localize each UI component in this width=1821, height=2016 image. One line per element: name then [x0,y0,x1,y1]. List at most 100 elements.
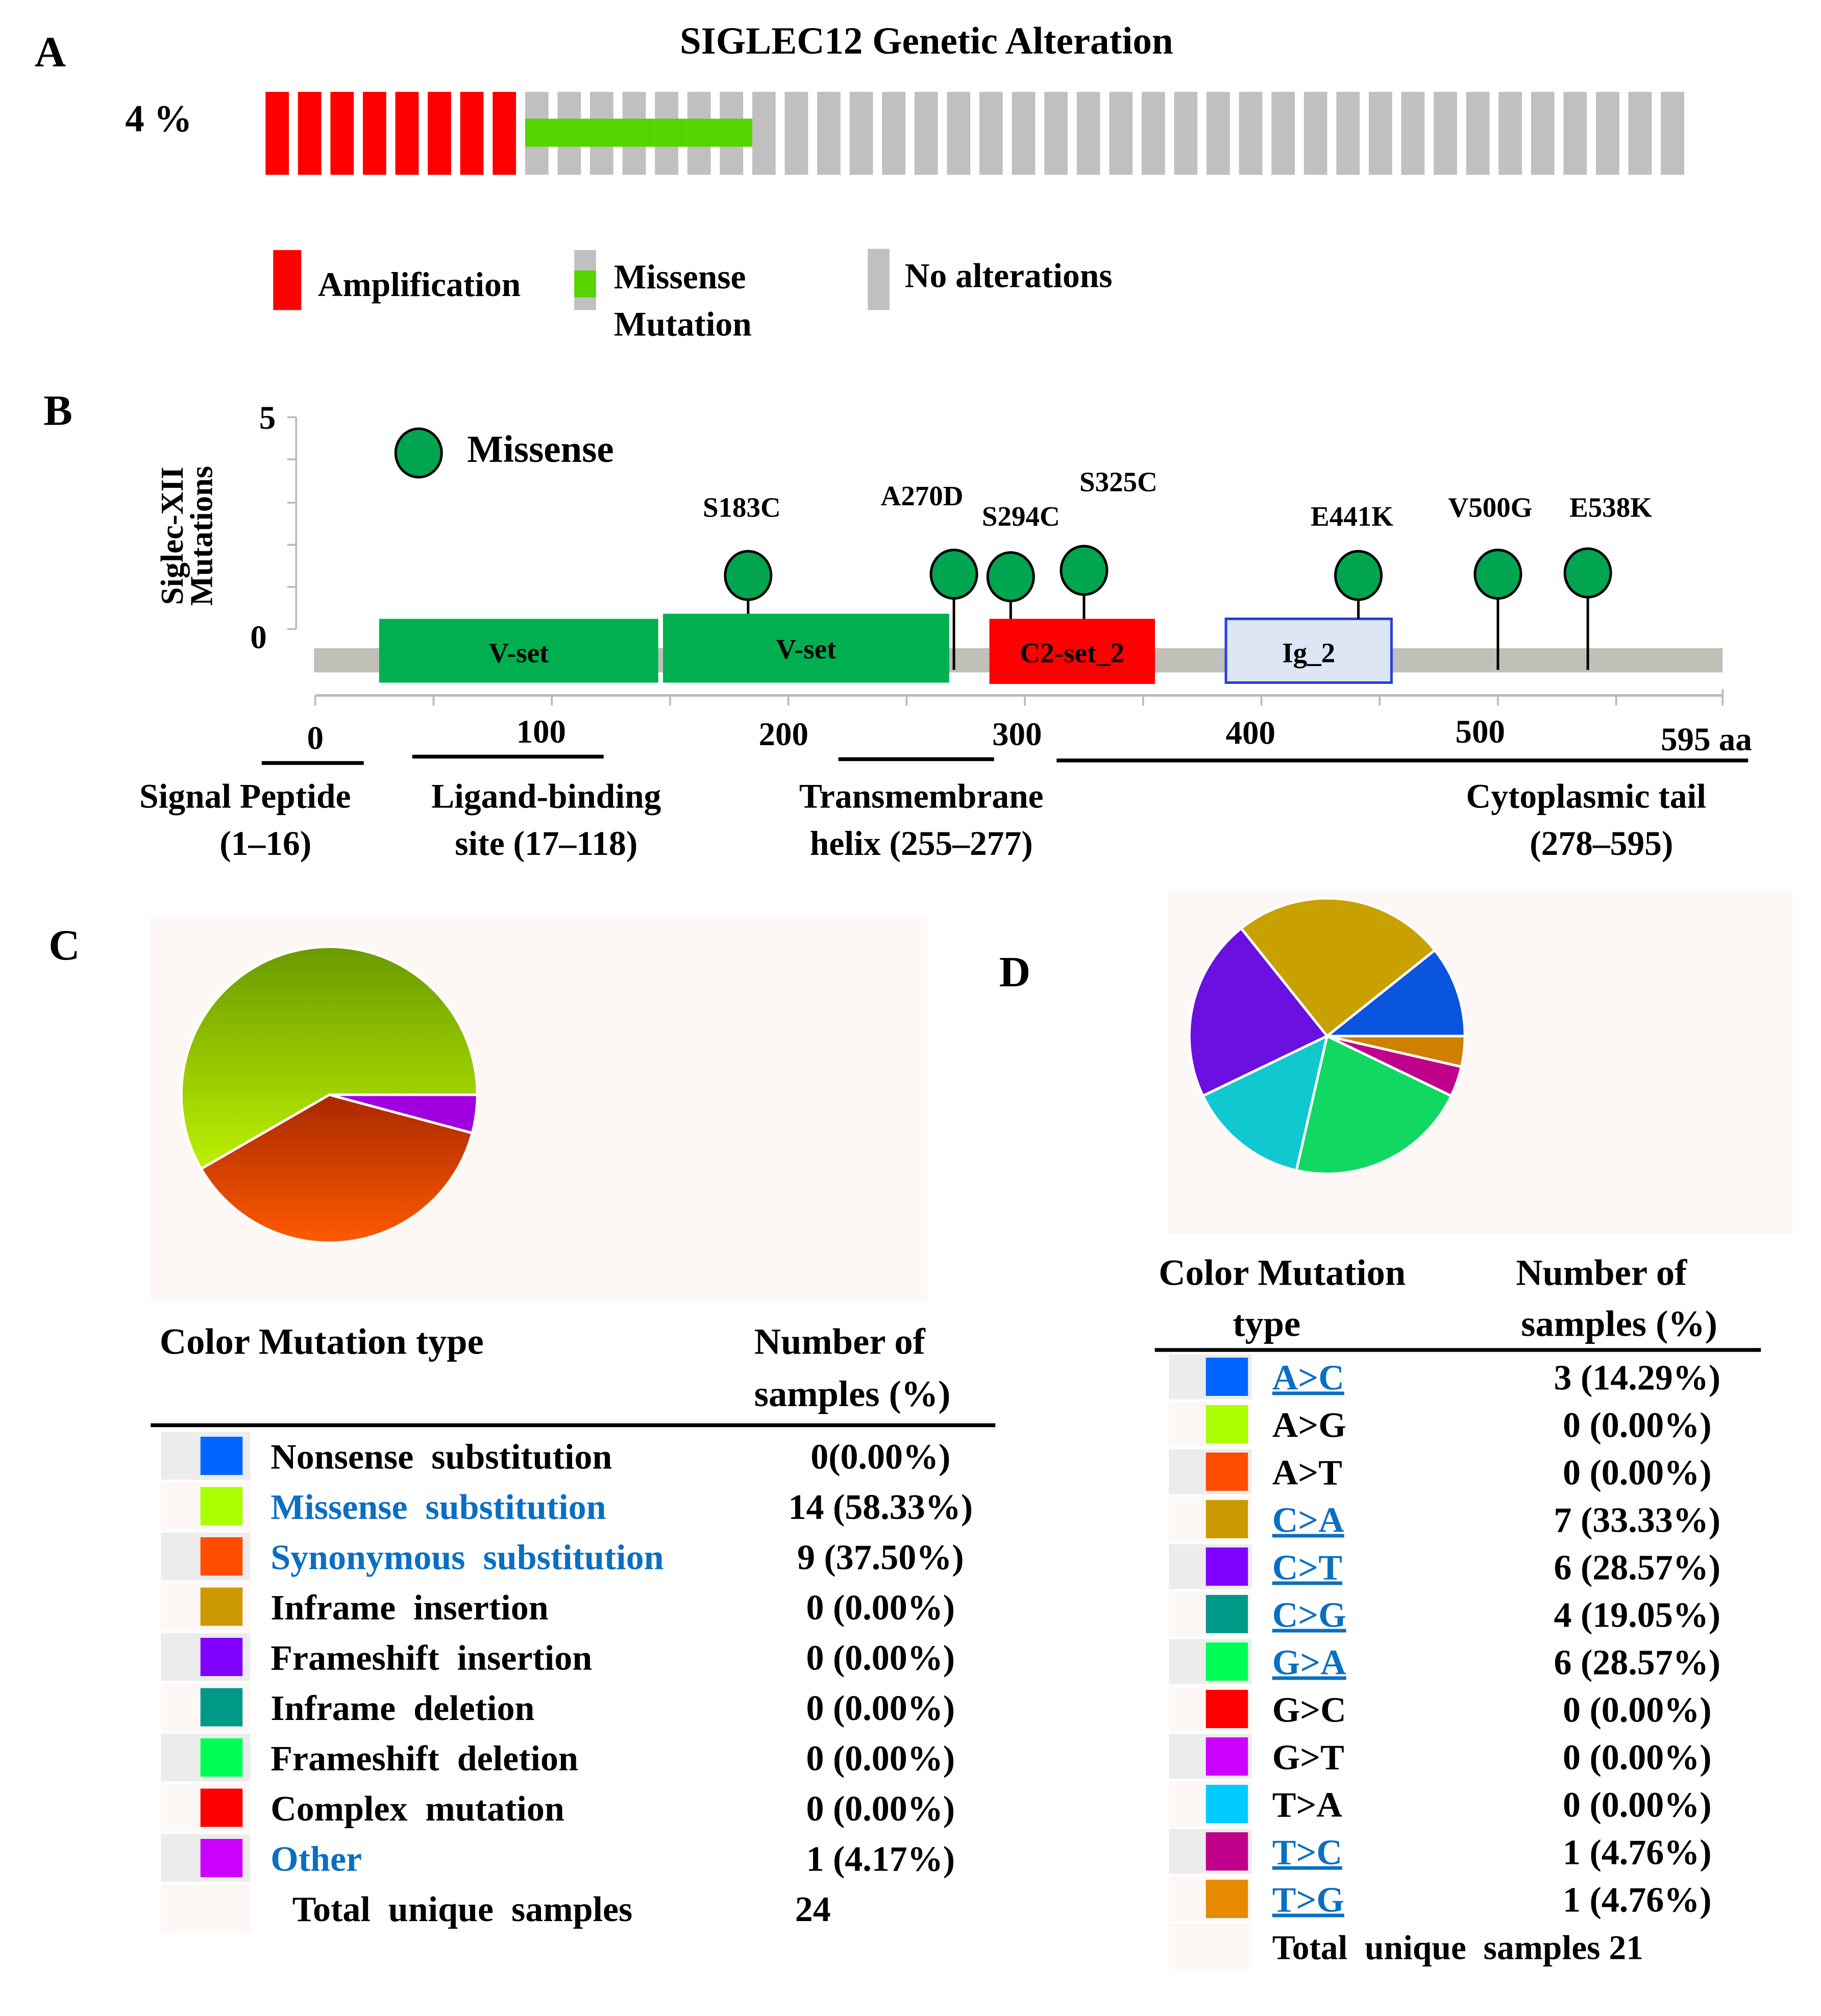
lollipop-head [929,549,978,600]
mutation-type-link[interactable]: G>A [1272,1643,1346,1683]
sample-bar [1174,92,1198,175]
mutation-type-link[interactable]: T>G [1272,1881,1344,1920]
panel-b: 5 0 Siglec-XII Mutations Missense V-set V… [139,400,1752,863]
x-tick-500: 500 [1456,714,1506,750]
table-row: A>T 0 (0.00%) [1169,1449,1712,1494]
legend-missense-label-2: Mutation [614,305,752,343]
missense-legend-icon [394,427,443,479]
sample-bar [1596,92,1619,175]
pie-slice-g-a [1295,1034,1453,1175]
missense-mark [557,118,590,147]
mutation-type-label: Nonsense substitution [270,1438,612,1477]
table-row: Inframe deletion 0 (0.00%) [161,1683,955,1731]
color-swatch [200,1788,243,1827]
color-swatch [1205,1595,1248,1633]
table-d-header-num: Number of [1516,1252,1687,1293]
color-swatch [200,1537,243,1576]
oncoprint-bars [265,92,1684,175]
missense-legend-label: Missense [467,428,613,471]
sample-count: 0 (0.00%) [806,1739,955,1779]
legend-none-label: No alterations [905,257,1113,295]
panel-c: Color Mutation type Number of samples (%… [151,916,996,1933]
region-transmembrane-range: helix (255–277) [810,824,1033,863]
region-ligand-binding: Ligand-binding [431,777,661,816]
table-row: A>C 3 (14.29%) [1169,1354,1720,1399]
domain-label: V-set [776,633,836,665]
sample-count: 0 (0.00%) [806,1689,955,1728]
mutation-type-label: G>C [1272,1691,1346,1730]
missense-mark [622,118,655,147]
lollipop-head [724,550,773,601]
row-cell-bg [1169,1923,1252,1970]
sample-bar [1498,92,1522,175]
mutation-type-link[interactable]: Missense substitution [270,1488,606,1527]
domain-c2-set-2 [989,619,1155,684]
mutation-type-link[interactable]: T>C [1272,1833,1342,1873]
domain-v-set [379,619,658,683]
color-swatch [200,1638,243,1676]
mutation-type-label: Inframe deletion [270,1689,534,1728]
y-axis-title-2: Mutations [183,466,219,606]
sample-count: 0 (0.00%) [806,1639,955,1678]
domain-label: V-set [488,637,549,669]
mutation-type-link[interactable]: A>C [1272,1359,1344,1398]
missense-mark [525,118,558,147]
mutation-type-link[interactable]: C>T [1272,1548,1342,1588]
mutation-type-link[interactable]: Synonymous substitution [270,1538,663,1578]
y-tick-0: 0 [250,619,267,656]
sample-bar [1076,92,1100,175]
table-row: Frameshift insertion 0 (0.00%) [161,1633,955,1681]
mutation-type-link[interactable]: C>A [1272,1501,1344,1540]
color-swatch [1205,1690,1248,1728]
x-tick-200: 200 [759,716,809,753]
domain-label: Ig_2 [1282,637,1335,669]
pie-slice-missense-substitution [180,945,479,1171]
sample-bar [1012,92,1036,175]
table-row: Synonymous substitution 9 (37.50%) [161,1532,964,1581]
color-swatch [1205,1737,1248,1776]
color-swatch [200,1738,243,1777]
sample-bar [1434,92,1457,175]
color-swatch [1205,1405,1248,1443]
pie-slice-c-a [1239,897,1437,1038]
color-swatch [1205,1358,1248,1396]
sample-bar [1563,92,1587,175]
legend-none-swatch [868,249,890,310]
sample-bar [1239,92,1263,175]
legend-missense-swatch-fill [574,271,596,298]
color-swatch [200,1587,243,1626]
alteration-legend: Amplification Missense Mutation No alter… [273,249,1113,343]
mutation-label: S325C [1079,466,1158,498]
domain-v-set [663,613,949,683]
sample-bar [849,92,873,175]
sample-count: 4 (19.05%) [1554,1596,1720,1635]
sample-count: 0 (0.00%) [806,1588,955,1628]
mutation-type-label: G>T [1272,1738,1344,1778]
missense-mark [655,118,687,147]
panel-label-a: A [35,28,66,76]
mutation-label: V500G [1448,492,1532,523]
color-swatch [1205,1880,1248,1918]
sample-bar [1661,92,1684,175]
sample-count: 1 (4.76%) [1563,1833,1712,1873]
mutation-type-label: A>T [1272,1454,1342,1493]
alteration-percent: 4 % [125,98,192,140]
color-swatch [1205,1453,1248,1491]
color-swatch [200,1688,243,1727]
table-row: C>G 4 (19.05%) [1169,1591,1720,1637]
total-unique-samples-label: Total unique samples [292,1890,633,1929]
sample-bar [1207,92,1230,175]
sample-count: 0 (0.00%) [1563,1738,1712,1778]
sample-bar [1109,92,1133,175]
sample-bar [1044,92,1068,175]
mutation-type-label: Inframe insertion [270,1588,548,1628]
mutation-type-link[interactable]: C>G [1272,1596,1346,1635]
sample-count: 6 (28.57%) [1554,1643,1720,1683]
sample-count: 0 (0.00%) [1563,1786,1712,1825]
mutation-type-link[interactable]: Other [270,1840,362,1879]
region-cytoplasmic-tail-range: (278–595) [1530,824,1673,863]
sample-bar [752,92,776,175]
missense-mark [687,118,720,147]
table-c-header-num: Number of [754,1321,926,1362]
